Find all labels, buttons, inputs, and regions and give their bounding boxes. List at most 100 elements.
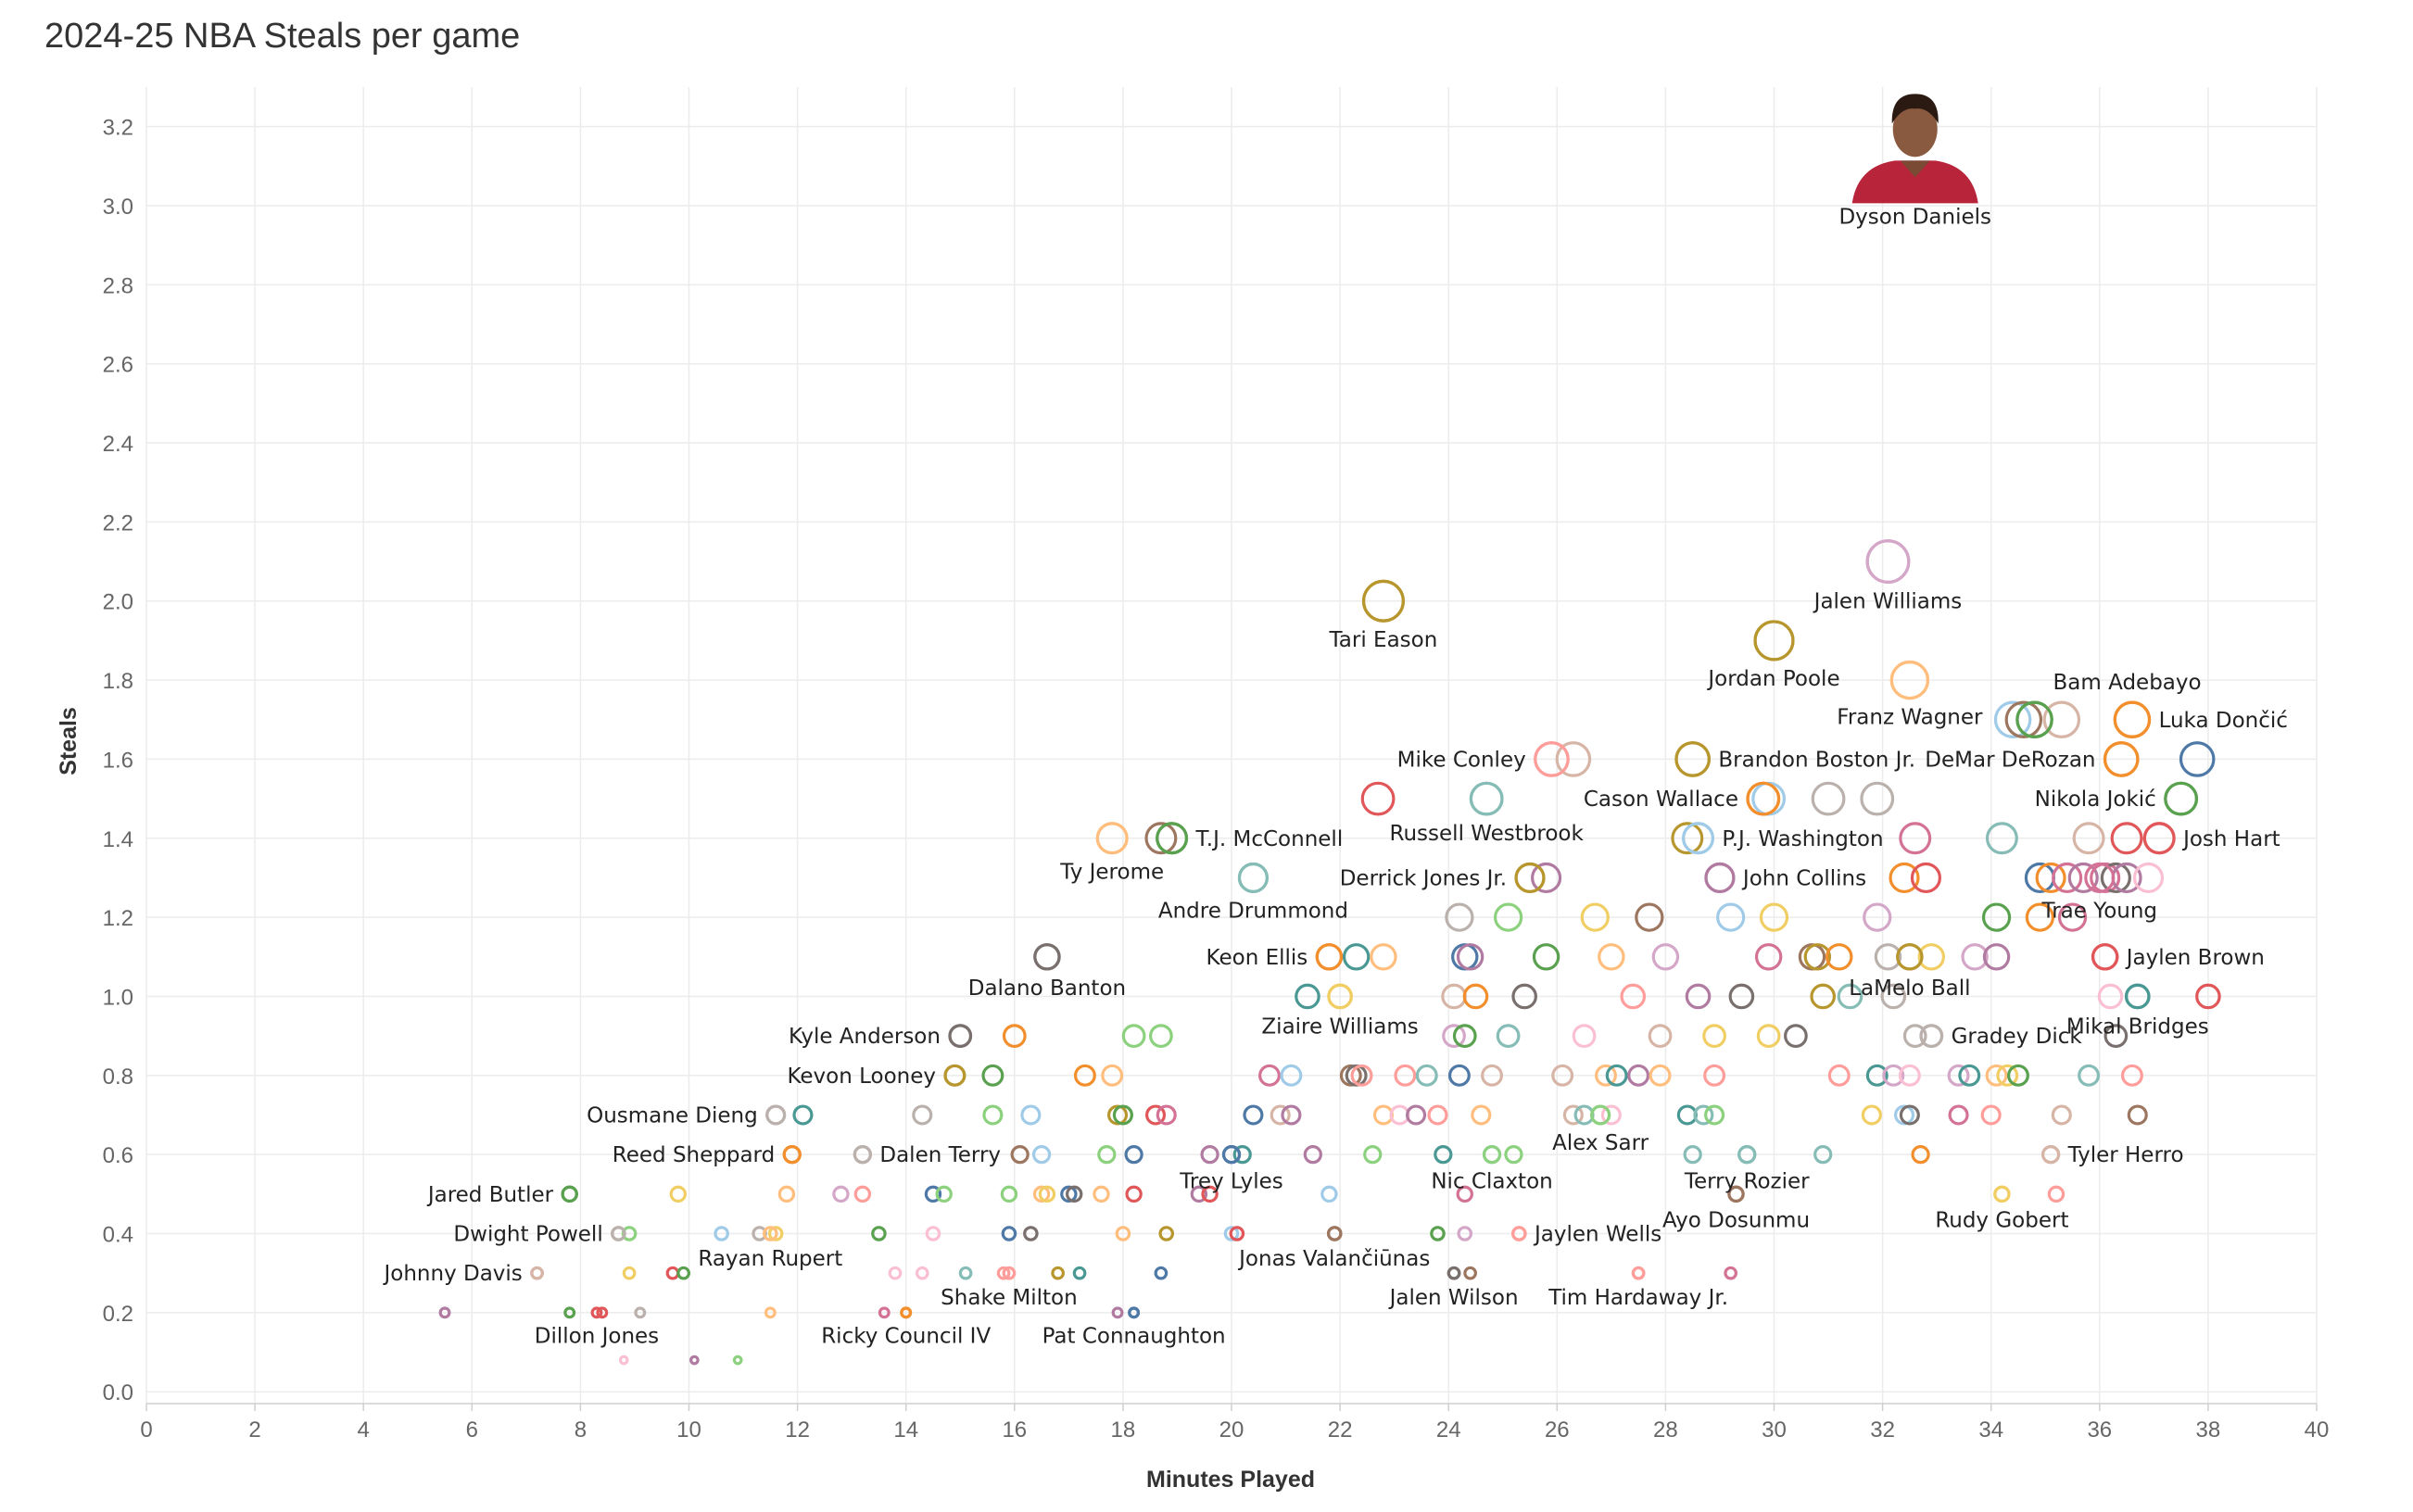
data-point — [1598, 943, 1625, 971]
y-tick-label: 1.2 — [103, 906, 133, 931]
data-point — [1704, 862, 1736, 894]
y-tick-label: 1.6 — [103, 748, 133, 773]
data-point — [2040, 1145, 2061, 1165]
data-point — [925, 1226, 941, 1241]
data-point — [1590, 1104, 1611, 1126]
point-label: Alex Sarr — [1552, 1131, 1649, 1155]
data-point — [996, 1266, 1011, 1280]
data-point — [1361, 579, 1405, 623]
point-label: Trey Lyles — [1179, 1170, 1283, 1194]
data-point — [1874, 943, 1902, 971]
point-label: Nic Claxton — [1431, 1170, 1552, 1194]
point-label: Rudy Gobert — [1935, 1208, 2068, 1232]
data-point — [1635, 902, 1664, 932]
data-point — [1427, 1104, 1448, 1126]
data-point — [1125, 1185, 1143, 1203]
data-point — [1880, 983, 1907, 1010]
y-tick-label: 3.0 — [103, 195, 133, 220]
point-label: Reed Sheppard — [613, 1143, 775, 1167]
data-point — [1221, 1145, 1242, 1165]
data-point — [765, 1104, 787, 1126]
data-point — [1121, 1024, 1146, 1049]
data-point — [2052, 862, 2083, 894]
x-tick-label: 12 — [785, 1418, 810, 1443]
point-label: Franz Wagner — [1837, 706, 1983, 730]
data-point — [1648, 1024, 1673, 1049]
data-point — [1270, 1104, 1291, 1126]
x-tick-label: 28 — [1653, 1418, 1678, 1443]
data-point — [1038, 1185, 1056, 1203]
data-point — [1280, 1064, 1303, 1087]
data-point — [1360, 781, 1396, 816]
data-point — [1627, 1064, 1650, 1087]
point-label: Gradey Dick — [1952, 1025, 2083, 1049]
data-point — [1827, 1064, 1851, 1087]
y-tick-label: 2.8 — [103, 273, 133, 298]
data-point — [2195, 983, 2221, 1010]
data-point — [1682, 822, 1715, 855]
data-point — [1243, 1104, 1264, 1126]
data-point — [1605, 1064, 1628, 1087]
point-label: Ty Jerome — [1059, 861, 1164, 885]
point-label: Mikal Bridges — [2066, 1015, 2209, 1040]
data-point — [714, 1226, 729, 1241]
data-point — [935, 1185, 953, 1203]
data-point — [1649, 1064, 1672, 1087]
data-point — [871, 1226, 887, 1241]
data-point — [1442, 1024, 1466, 1049]
data-point — [1201, 1185, 1219, 1203]
data-point — [1295, 983, 1320, 1010]
data-point — [561, 1185, 578, 1203]
data-point — [1861, 1104, 1882, 1126]
data-point — [912, 1104, 933, 1126]
data-point — [689, 1354, 700, 1366]
x-tick-label: 18 — [1111, 1418, 1136, 1443]
data-point — [1555, 741, 1592, 777]
data-point — [2091, 943, 2119, 971]
data-point — [2084, 862, 2116, 894]
y-tick-label: 1.0 — [103, 985, 133, 1010]
data-point — [1511, 983, 1537, 1010]
x-axis-title: Minutes Played — [1146, 1467, 1315, 1493]
data-point — [2042, 700, 2081, 739]
data-point — [1993, 1185, 2011, 1203]
data-point — [915, 1266, 929, 1280]
data-point — [1149, 1024, 1173, 1049]
data-point — [2078, 1064, 2101, 1087]
data-point — [1685, 983, 1712, 1010]
data-point — [1899, 822, 1932, 855]
y-tick-label: 2.2 — [103, 510, 133, 536]
data-point — [596, 1306, 609, 1319]
data-point — [1406, 1104, 1427, 1126]
point-label: Terry Rozier — [1684, 1170, 1810, 1194]
point-label: Dalano Banton — [968, 976, 1126, 1001]
data-point — [1156, 1104, 1177, 1126]
data-point — [1756, 1024, 1781, 1049]
data-point — [2097, 983, 2124, 1010]
player-headshot — [1851, 94, 1978, 204]
data-point — [1370, 943, 1397, 971]
x-tick-label: 4 — [358, 1418, 370, 1443]
data-point — [1350, 1064, 1373, 1087]
data-point — [1457, 1226, 1473, 1241]
data-point — [1320, 1185, 1338, 1203]
data-point — [1060, 1185, 1078, 1203]
data-point — [676, 1266, 691, 1280]
data-point — [1158, 1226, 1175, 1241]
face-shape — [1892, 101, 1938, 158]
data-point — [2035, 862, 2066, 894]
data-point — [1532, 943, 1560, 971]
jersey-shape — [1851, 160, 1978, 204]
data-point — [1154, 1266, 1169, 1280]
data-point — [763, 1226, 778, 1241]
data-point — [1917, 943, 1946, 971]
data-point — [1093, 1185, 1110, 1203]
data-point — [792, 1104, 814, 1126]
point-label: Kyle Anderson — [789, 1025, 941, 1049]
data-point — [1456, 1185, 1473, 1203]
data-point — [982, 1104, 1004, 1126]
data-point — [1101, 1064, 1124, 1087]
point-label: Jordan Poole — [1706, 667, 1839, 691]
point-label: Ousmane Dieng — [587, 1103, 758, 1128]
